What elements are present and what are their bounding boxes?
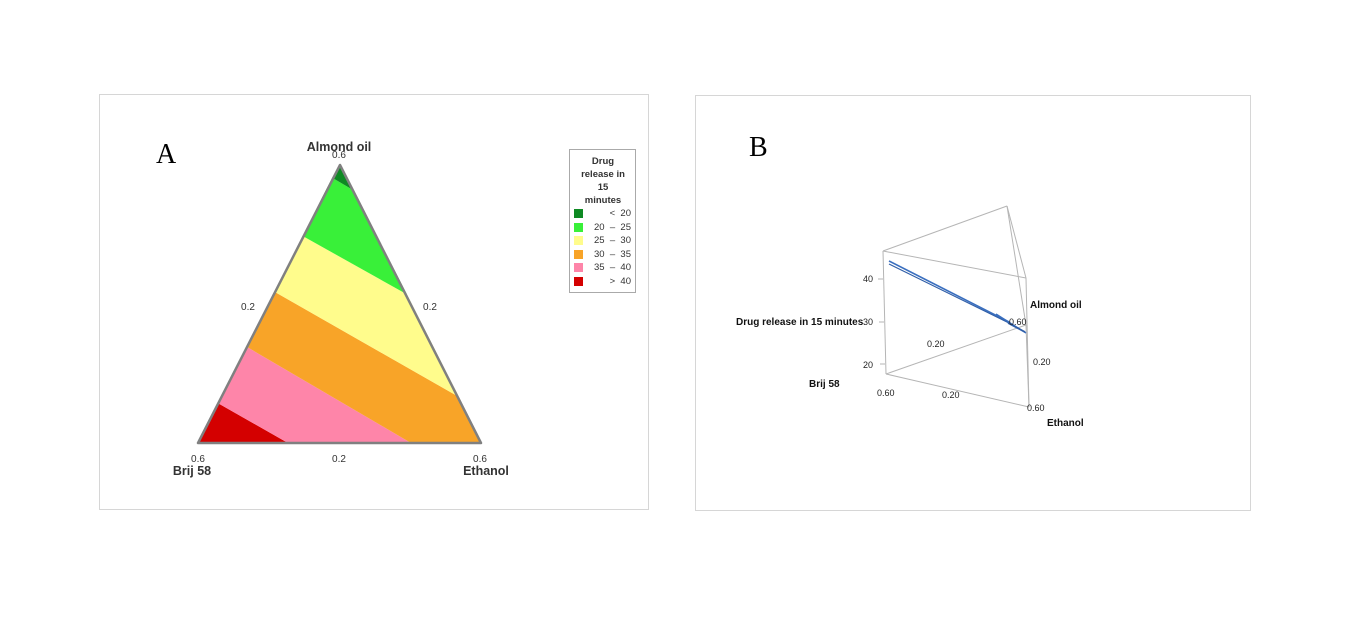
legend-item: 35 – 40 bbox=[573, 262, 635, 276]
legend-swatch bbox=[574, 263, 583, 272]
legend-item: 25 – 30 bbox=[573, 235, 635, 249]
contour-band-25-30 bbox=[274, 236, 459, 397]
legend-swatch bbox=[574, 249, 583, 259]
tick-left-mid: 0.2 bbox=[241, 302, 255, 313]
vertex-label-ethanol: Ethanol bbox=[463, 464, 509, 478]
legend-swatch bbox=[574, 209, 583, 218]
z-axis-label: Drug release in 15 minutes bbox=[736, 317, 864, 328]
vertical-edge-ethanol bbox=[1025, 277, 1030, 408]
vertex-label-almond-oil: Almond oil bbox=[307, 140, 372, 154]
base-edge-brij-almond bbox=[885, 324, 1027, 375]
ternary-contour-plot: Almond oil Brij 58 Ethanol 0.6 0.6 0.6 0… bbox=[173, 140, 509, 478]
tick-label-right-vertex: 0.60 bbox=[1009, 317, 1027, 327]
tick-right-mid: 0.2 bbox=[423, 302, 437, 313]
tick-bottom-right: 0.6 bbox=[473, 454, 487, 465]
tick-bottom-mid: 0.2 bbox=[332, 454, 346, 465]
ternary-triangle-outline bbox=[196, 163, 483, 445]
top-edge-brij-almond bbox=[882, 205, 1008, 252]
legend-item: < 20 bbox=[573, 208, 635, 222]
top-edge-brij-ethanol bbox=[882, 250, 1027, 279]
legend-label: 35 – 40 bbox=[594, 262, 631, 273]
panel-b-3d-surface: B Drug release in 15 minutes 40 30 20 Br… bbox=[695, 95, 1251, 511]
legend-swatch bbox=[574, 222, 583, 232]
z-tick-label-40: 40 bbox=[863, 274, 873, 284]
tick-label-right-mid: 0.20 bbox=[1033, 357, 1051, 367]
contour-band-35-40 bbox=[218, 346, 411, 443]
legend-label: < 20 bbox=[609, 208, 631, 219]
3d-frame bbox=[878, 205, 1030, 408]
tick-label-left-vertex: 0.60 bbox=[877, 388, 895, 398]
z-tick-label-20: 20 bbox=[863, 360, 873, 370]
legend-item: 30 – 35 bbox=[573, 249, 635, 263]
contour-band-20-25 bbox=[302, 177, 407, 295]
tick-bottom-left: 0.6 bbox=[191, 454, 205, 465]
legend-label: > 40 bbox=[609, 275, 631, 287]
panel-b-letter: B bbox=[749, 132, 768, 163]
legend-swatch bbox=[574, 276, 583, 286]
tick-label-back-mid: 0.20 bbox=[927, 339, 945, 349]
z-tick-label-30: 30 bbox=[863, 317, 873, 327]
vertex-label-brij58: Brij 58 bbox=[809, 379, 840, 390]
contour-band-gt40 bbox=[198, 403, 288, 443]
legend-item: 20 – 25 bbox=[573, 222, 635, 236]
ternary-3d-plot: Drug release in 15 minutes 40 30 20 Brij… bbox=[736, 205, 1084, 429]
legend-items: < 20 20 – 25 25 – 30 30 – 35 35 – 40 > 40 bbox=[573, 208, 635, 289]
base-edge-brij-ethanol bbox=[885, 373, 1030, 408]
panel-a-ternary-contour: A Almond oil Brij 58 Ethanol 0.6 0.6 0.6… bbox=[99, 94, 649, 510]
tick-top: 0.6 bbox=[332, 150, 346, 161]
vertical-edge-brij bbox=[882, 250, 887, 375]
response-surface-line bbox=[888, 260, 1027, 334]
legend: Drug release in 15 minutes < 20 20 – 25 25… bbox=[569, 149, 636, 293]
vertex-label-brij58: Brij 58 bbox=[173, 464, 211, 478]
vertex-label-almond-oil: Almond oil bbox=[1030, 300, 1082, 311]
tick-label-bottom-mid: 0.20 bbox=[942, 390, 960, 400]
tick-label-ethanol-vertex: 0.60 bbox=[1027, 403, 1045, 413]
panel-a-letter: A bbox=[156, 139, 177, 170]
legend-label: 20 – 25 bbox=[594, 221, 631, 233]
legend-swatch bbox=[574, 236, 583, 245]
legend-title: Drug release in 15 minutes bbox=[581, 156, 625, 206]
top-edge-almond-ethanol bbox=[1006, 205, 1027, 279]
vertical-edge-almond bbox=[1006, 205, 1027, 326]
contour-band-30-35 bbox=[246, 291, 481, 443]
vertex-label-ethanol: Ethanol bbox=[1047, 418, 1084, 429]
legend-label: 25 – 30 bbox=[594, 235, 631, 246]
legend-label: 30 – 35 bbox=[594, 248, 631, 260]
legend-item: > 40 bbox=[573, 276, 635, 290]
